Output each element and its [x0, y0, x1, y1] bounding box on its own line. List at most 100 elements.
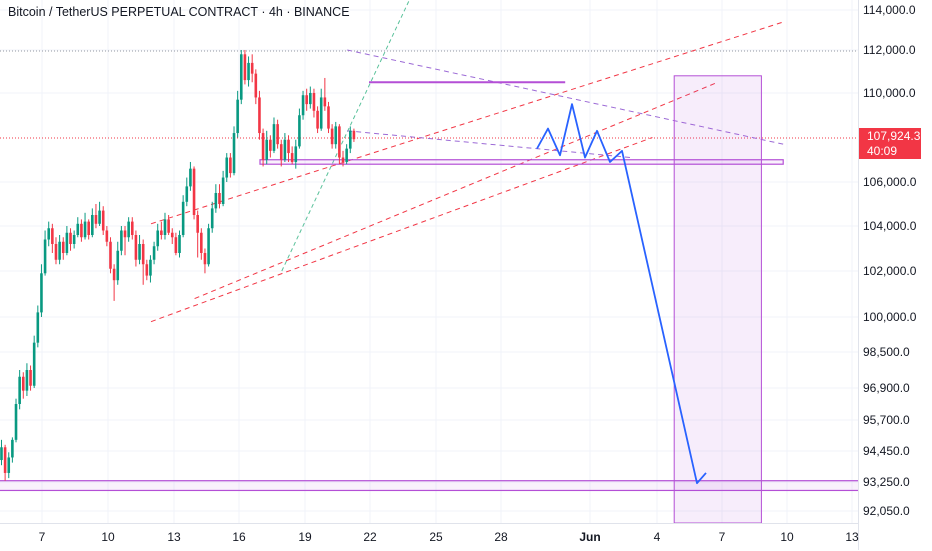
candle [229, 153, 232, 178]
candle-body [189, 168, 192, 187]
last-price-value: 107,924.3 [867, 129, 921, 143]
candle [181, 195, 185, 238]
candle-body [156, 230, 160, 247]
candle [189, 161, 192, 191]
time-tick-label: 7 [718, 530, 726, 544]
candle [276, 119, 279, 149]
candle-body [247, 62, 250, 81]
candle [309, 86, 312, 109]
time-tick-label: 28 [494, 530, 508, 544]
candle [254, 69, 258, 105]
candle-body [323, 97, 327, 107]
candle-body [65, 232, 69, 253]
candle [330, 124, 334, 149]
candle [65, 226, 69, 256]
candle-body [200, 232, 203, 253]
candle-body [258, 97, 261, 134]
candle-body [25, 370, 29, 391]
candle [145, 259, 149, 281]
candle [120, 226, 123, 256]
candle-body [170, 232, 174, 238]
candle-body [160, 230, 163, 235]
time-tick-label: 7 [38, 530, 46, 544]
candle-countdown: 40:09 [867, 144, 898, 158]
price-tick-label: 96,900.0 [863, 381, 910, 395]
candle-body [141, 244, 145, 265]
candle [109, 237, 112, 274]
candle [11, 437, 14, 463]
candle [112, 264, 116, 301]
candle [345, 144, 348, 165]
time-tick-label: 19 [298, 530, 312, 544]
candle [72, 230, 76, 249]
candle-body [130, 221, 134, 235]
time-tick-label: 16 [232, 530, 246, 544]
candle [32, 335, 36, 388]
wedge-line [347, 130, 631, 159]
candle-body [43, 239, 47, 274]
candle-body [174, 237, 178, 253]
candle [232, 126, 236, 176]
candle-body [116, 250, 120, 281]
candle [116, 241, 120, 285]
candle [348, 126, 352, 154]
candle [316, 106, 319, 134]
price-pane[interactable] [0, 0, 858, 523]
candle [247, 56, 250, 87]
price-tick-label: 106,000.0 [863, 175, 917, 189]
candle [338, 124, 341, 165]
candle-body [261, 133, 265, 160]
candle [265, 130, 269, 165]
candle [196, 210, 199, 258]
candle-body [36, 312, 40, 343]
candles-layer [0, 50, 356, 481]
candle [98, 201, 101, 226]
candle-body [243, 54, 247, 81]
candle-body [327, 106, 330, 129]
candle-body [61, 241, 65, 253]
candle-body [334, 126, 338, 145]
candle-body [47, 228, 51, 240]
candle-body [72, 235, 76, 244]
candle [287, 135, 290, 162]
candle-body [290, 153, 294, 162]
candle [40, 264, 43, 317]
candle-body [134, 235, 138, 260]
candle-body [54, 244, 58, 260]
channel-line [150, 137, 653, 323]
candle [61, 237, 65, 260]
candle-body [145, 264, 149, 276]
candle [105, 226, 109, 247]
candle-body [229, 157, 232, 174]
candle-body [32, 342, 36, 386]
candle [258, 90, 261, 140]
candle-body [58, 241, 61, 260]
candle [167, 215, 170, 235]
candle-body [18, 376, 21, 404]
time-tick-label: 25 [429, 530, 443, 544]
candle [141, 239, 145, 285]
price-tick-label: 95,700.0 [863, 413, 910, 427]
candle [101, 206, 105, 235]
time-scale[interactable]: 7 10 13 16 19 22 25 28 Jun 4 7 10 13 [0, 523, 859, 551]
candle-body [221, 177, 225, 204]
projection-path [536, 103, 707, 485]
price-tick-label: 92,050.0 [863, 504, 910, 518]
candle [156, 223, 160, 251]
candle-body [345, 148, 348, 162]
candle [250, 54, 254, 83]
candle-body [127, 221, 130, 238]
price-scale[interactable]: 114,000.0 112,000.0 110,000.0 106,000.0 104,… [858, 0, 932, 550]
candle-body [185, 186, 189, 202]
candle [294, 139, 298, 169]
candle [138, 235, 141, 265]
candle-body [94, 215, 98, 224]
candle-body [312, 93, 316, 111]
channel-line [194, 81, 718, 300]
candle-body [51, 228, 54, 244]
candle-body [348, 130, 352, 149]
candle-body [29, 370, 32, 386]
candle [123, 226, 127, 256]
wedge-line [347, 49, 784, 145]
